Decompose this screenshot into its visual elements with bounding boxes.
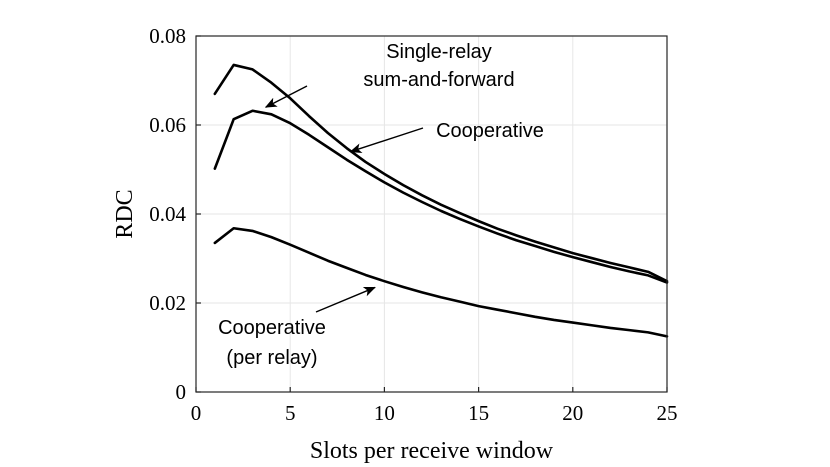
annotation-arrow <box>264 85 308 108</box>
y-tick-label: 0.06 <box>149 113 186 137</box>
annotation-label: sum-and-forward <box>363 69 514 91</box>
series-line-3 <box>213 226 669 338</box>
annotation-arrow <box>315 286 376 313</box>
annotation-label: Cooperative <box>218 317 326 339</box>
annotation-arrow <box>349 127 424 154</box>
y-axis-title: RDC <box>112 189 138 238</box>
series-line-1 <box>213 63 669 283</box>
x-tick-label: 20 <box>562 401 583 425</box>
x-axis-title: Slots per receive window <box>310 438 554 464</box>
y-tick-label: 0.08 <box>149 24 186 48</box>
x-tick-label: 5 <box>285 401 296 425</box>
x-tick-label: 25 <box>657 401 678 425</box>
x-tick-label: 10 <box>374 401 395 425</box>
annotation-label: Single-relay <box>386 41 492 63</box>
annotations: Single-relay sum-and-forward Cooperative Co… <box>218 41 544 369</box>
x-tick-label: 0 <box>191 401 202 425</box>
y-tick-label: 0.04 <box>149 202 186 226</box>
annotation-label: (per relay) <box>226 347 317 369</box>
series-group <box>213 63 669 338</box>
y-tick-label: 0.02 <box>149 291 186 315</box>
y-tick-label: 0 <box>176 380 187 404</box>
axis-ticks: 0 5 10 15 20 25 0 0.02 0.04 0.06 0.08 <box>149 24 677 425</box>
x-tick-label: 15 <box>468 401 489 425</box>
series-line-2 <box>213 109 669 284</box>
annotation-label: Cooperative <box>436 120 544 142</box>
